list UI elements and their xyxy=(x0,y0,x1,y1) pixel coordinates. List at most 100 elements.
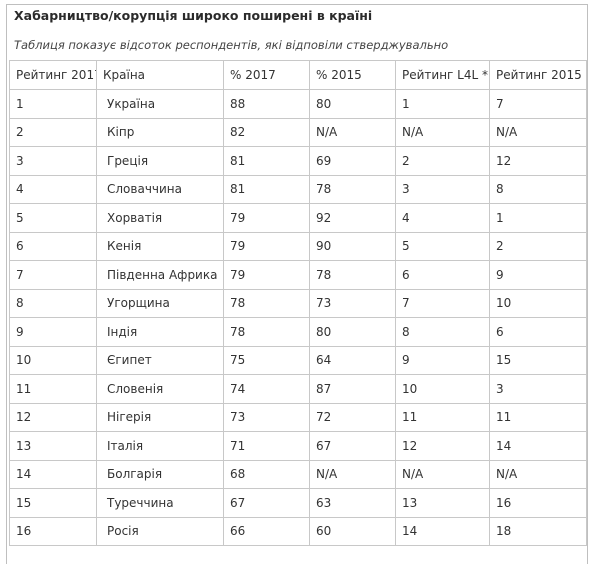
rank-2015-cell: 3 xyxy=(489,374,587,404)
rank-l4l-cell: 11 xyxy=(395,402,490,432)
country-cell: Угорщина xyxy=(96,288,224,318)
percent-2015-cell: 63 xyxy=(309,488,396,518)
rank-2017-cell: 3 xyxy=(9,146,97,176)
country-cell: Болгарія xyxy=(96,459,224,489)
rank-2017-cell: 12 xyxy=(9,402,97,432)
table-row: 1 Україна 88 80 1 7 xyxy=(9,89,587,119)
percent-2015-cell: 92 xyxy=(309,203,396,233)
country-cell: Туреччина xyxy=(96,488,224,518)
rank-l4l-cell: 4 xyxy=(395,203,490,233)
rank-2015-cell: 15 xyxy=(489,345,587,375)
rank-l4l-cell: 2 xyxy=(395,146,490,176)
table-row: 3 Греція 81 69 2 12 xyxy=(9,146,587,176)
percent-2017-cell: 74 xyxy=(223,374,310,404)
rank-l4l-cell: 14 xyxy=(395,516,490,546)
percent-2017-cell: 66 xyxy=(223,516,310,546)
percent-2015-cell: N/A xyxy=(309,117,396,147)
rank-2017-cell: 16 xyxy=(9,516,97,546)
rank-2017-cell: 2 xyxy=(9,117,97,147)
header-row: Рейтинг 2017 Країна % 2017 % 2015 Рейтин… xyxy=(9,60,587,90)
rank-l4l-cell: 9 xyxy=(395,345,490,375)
ranking-table: Рейтинг 2017 Країна % 2017 % 2015 Рейтин… xyxy=(9,60,587,546)
rank-2017-cell: 8 xyxy=(9,288,97,318)
rank-2017-cell: 1 xyxy=(9,89,97,119)
table-row: 11 Словенія 74 87 10 3 xyxy=(9,374,587,404)
percent-2015-cell: N/A xyxy=(309,459,396,489)
column-header-country: Країна xyxy=(96,60,224,90)
column-header-rank-2017: Рейтинг 2017 xyxy=(9,60,97,90)
percent-2017-cell: 82 xyxy=(223,117,310,147)
rank-l4l-cell: 5 xyxy=(395,231,490,261)
country-cell: Словенія xyxy=(96,374,224,404)
rank-2015-cell: 14 xyxy=(489,431,587,461)
rank-2015-cell: 6 xyxy=(489,317,587,347)
table-row: 2 Кіпр 82 N/A N/A N/A xyxy=(9,117,587,147)
country-cell: Словаччина xyxy=(96,174,224,204)
rank-2015-cell: N/A xyxy=(489,117,587,147)
rank-l4l-cell: 7 xyxy=(395,288,490,318)
percent-2017-cell: 81 xyxy=(223,174,310,204)
country-cell: Україна xyxy=(96,89,224,119)
percent-2017-cell: 81 xyxy=(223,146,310,176)
percent-2017-cell: 79 xyxy=(223,260,310,290)
percent-2015-cell: 72 xyxy=(309,402,396,432)
country-cell: Кіпр xyxy=(96,117,224,147)
rank-2017-cell: 15 xyxy=(9,488,97,518)
table-frame xyxy=(6,4,588,564)
percent-2015-cell: 78 xyxy=(309,260,396,290)
percent-2017-cell: 68 xyxy=(223,459,310,489)
country-cell: Кенія xyxy=(96,231,224,261)
country-cell: Італія xyxy=(96,431,224,461)
rank-l4l-cell: 13 xyxy=(395,488,490,518)
table-row: 12 Нігерія 73 72 11 11 xyxy=(9,402,587,432)
rank-2017-cell: 9 xyxy=(9,317,97,347)
table-row: 13 Італія 71 67 12 14 xyxy=(9,431,587,461)
table-row: 5 Хорватія 79 92 4 1 xyxy=(9,203,587,233)
rank-2017-cell: 5 xyxy=(9,203,97,233)
rank-l4l-cell: N/A xyxy=(395,117,490,147)
column-header-rank-l4l: Рейтинг L4L * xyxy=(395,60,490,90)
percent-2015-cell: 73 xyxy=(309,288,396,318)
table-body: 1 Україна 88 80 1 7 2 Кіпр 82 N/A N/A N/A 3 Греція 81 6… xyxy=(9,89,587,546)
rank-2015-cell: 10 xyxy=(489,288,587,318)
country-cell: Південна Африка xyxy=(96,260,224,290)
rank-l4l-cell: 8 xyxy=(395,317,490,347)
rank-2015-cell: 2 xyxy=(489,231,587,261)
rank-2017-cell: 7 xyxy=(9,260,97,290)
country-cell: Нігерія xyxy=(96,402,224,432)
country-cell: Індія xyxy=(96,317,224,347)
percent-2015-cell: 64 xyxy=(309,345,396,375)
percent-2015-cell: 80 xyxy=(309,317,396,347)
rank-2015-cell: 16 xyxy=(489,488,587,518)
rank-l4l-cell: N/A xyxy=(395,459,490,489)
column-header-percent-2017: % 2017 xyxy=(223,60,310,90)
column-header-percent-2015: % 2015 xyxy=(309,60,396,90)
table-row: 16 Росія 66 60 14 18 xyxy=(9,516,587,546)
rank-2015-cell: N/A xyxy=(489,459,587,489)
country-cell: Хорватія xyxy=(96,203,224,233)
rank-2017-cell: 6 xyxy=(9,231,97,261)
rank-l4l-cell: 1 xyxy=(395,89,490,119)
table-row: 8 Угорщина 78 73 7 10 xyxy=(9,288,587,318)
percent-2015-cell: 80 xyxy=(309,89,396,119)
percent-2017-cell: 78 xyxy=(223,317,310,347)
rank-2015-cell: 9 xyxy=(489,260,587,290)
table-row: 10 Єгипет 75 64 9 15 xyxy=(9,345,587,375)
table-row: 4 Словаччина 81 78 3 8 xyxy=(9,174,587,204)
rank-2015-cell: 7 xyxy=(489,89,587,119)
rank-2015-cell: 12 xyxy=(489,146,587,176)
percent-2017-cell: 78 xyxy=(223,288,310,318)
rank-l4l-cell: 10 xyxy=(395,374,490,404)
rank-2015-cell: 11 xyxy=(489,402,587,432)
percent-2015-cell: 67 xyxy=(309,431,396,461)
percent-2017-cell: 73 xyxy=(223,402,310,432)
rank-l4l-cell: 3 xyxy=(395,174,490,204)
rank-2015-cell: 1 xyxy=(489,203,587,233)
rank-l4l-cell: 12 xyxy=(395,431,490,461)
country-cell: Росія xyxy=(96,516,224,546)
percent-2015-cell: 90 xyxy=(309,231,396,261)
percent-2015-cell: 87 xyxy=(309,374,396,404)
rank-2017-cell: 11 xyxy=(9,374,97,404)
percent-2017-cell: 79 xyxy=(223,203,310,233)
percent-2017-cell: 79 xyxy=(223,231,310,261)
